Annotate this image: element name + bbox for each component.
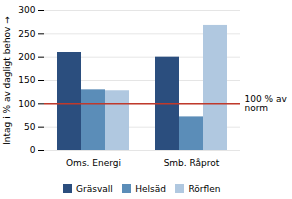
html-text:Helsäd: Helsäd <box>135 183 166 194</box>
html-text:Rörflen: Rörflen <box>188 183 221 194</box>
svg-text:100 % avnorm: 100 % avnorm <box>245 94 288 113</box>
svg-text:0: 0 <box>30 145 36 155</box>
svg-text:100: 100 <box>18 99 35 109</box>
svg-text:300: 300 <box>18 5 35 15</box>
svg-text:Oms. Energi: Oms. Energi <box>66 158 121 168</box>
svg-text:200: 200 <box>18 52 35 62</box>
svg-text:250: 250 <box>18 29 35 39</box>
svg-text:Smb. Råprot: Smb. Råprot <box>164 158 220 168</box>
svg-text:Intag i % av dagligt behov →: Intag i % av dagligt behov → <box>2 16 12 145</box>
svg-text:50: 50 <box>24 122 36 132</box>
html-text:Gräsvall: Gräsvall <box>76 183 113 194</box>
svg-text:150: 150 <box>18 75 35 85</box>
